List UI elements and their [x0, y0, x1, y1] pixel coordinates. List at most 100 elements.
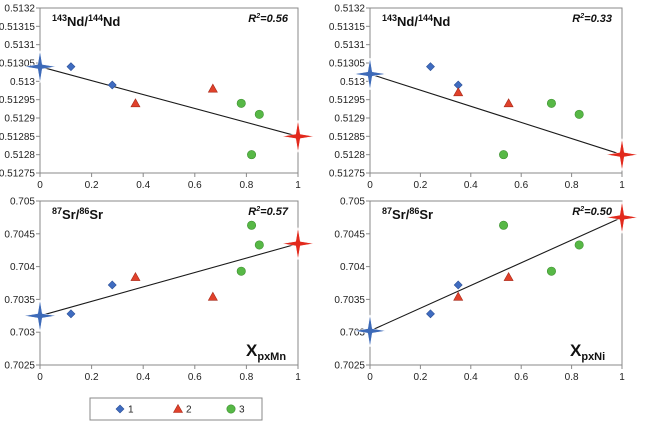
- x-tick-label: 0.6: [188, 372, 202, 383]
- y-tick-label: 0.5131: [334, 40, 365, 51]
- y-tick-label: 0.51315: [329, 22, 366, 33]
- x-tick-label: 1: [619, 180, 625, 191]
- y-tick-label: 0.51305: [0, 59, 35, 70]
- y-tick-label: 0.705: [10, 197, 35, 208]
- point-series-2-triangle: [503, 98, 514, 108]
- y-tick-label: 0.5132: [334, 4, 365, 15]
- y-tick-label: 0.704: [10, 262, 35, 273]
- x-axis-label: XpxNi: [570, 341, 605, 363]
- y-tick-label: 0.7025: [4, 361, 35, 372]
- panel-title: 143Nd/144Nd: [382, 13, 450, 29]
- y-tick-label: 0.703: [10, 328, 35, 339]
- r-squared-label: R2=0.57: [248, 206, 289, 218]
- y-tick-label: 0.5129: [334, 114, 365, 125]
- x-tick-label: 0.2: [413, 180, 427, 191]
- star-blue-endmember: [353, 57, 387, 91]
- point-series-3-circle: [247, 220, 257, 230]
- y-tick-label: 0.51295: [329, 95, 366, 106]
- point-series-2-triangle: [130, 271, 141, 281]
- y-tick-label: 0.513: [340, 77, 365, 88]
- legend-marker-diamond: [115, 404, 125, 414]
- y-tick-label: 0.704: [340, 262, 365, 273]
- plot-area-frame: [369, 200, 623, 366]
- y-tick-label: 0.51285: [329, 132, 366, 143]
- point-series-3-circle: [236, 266, 246, 276]
- legend-marker-circle: [226, 404, 236, 414]
- point-series-1-diamond: [107, 80, 117, 90]
- y-tick-label: 0.5128: [4, 150, 35, 161]
- x-tick-label: 0.8: [239, 372, 253, 383]
- y-tick-label: 0.7035: [4, 295, 35, 306]
- point-series-2-triangle: [453, 87, 464, 97]
- point-series-1-diamond: [107, 280, 117, 290]
- point-series-3-circle: [236, 98, 246, 108]
- x-tick-label: 0.8: [565, 372, 579, 383]
- y-tick-label: 0.7025: [334, 361, 365, 372]
- y-tick-label: 0.7035: [334, 295, 365, 306]
- star-red-endmember: [281, 227, 315, 260]
- point-series-1-diamond: [66, 62, 76, 72]
- y-tick-label: 0.705: [340, 197, 365, 208]
- y-tick-label: 0.5132: [4, 4, 35, 15]
- chart-panel-3: 0.7025 0.703 0.7035 0.704 0.7045 0.705 0 0.2 0.4…: [4, 197, 315, 383]
- x-axis-label: XpxMn: [246, 341, 286, 363]
- y-tick-label: 0.5128: [334, 150, 365, 161]
- chart-panel-1: 0.51275 0.5128 0.51285 0.5129 0.51295 0.513 0.…: [0, 4, 315, 191]
- point-series-1-diamond: [426, 309, 435, 319]
- x-tick-label: 0.2: [85, 372, 99, 383]
- point-series-3-circle: [247, 150, 257, 160]
- star-blue-endmember: [23, 50, 57, 83]
- y-tick-label: 0.51315: [0, 22, 35, 33]
- x-tick-label: 0.4: [136, 180, 150, 191]
- x-tick-label: 1: [295, 372, 301, 383]
- r-squared-label: R2=0.33: [572, 13, 612, 25]
- plot-area-frame: [369, 7, 623, 174]
- trend-line: [39, 66, 299, 137]
- chart-panel-2: 0.51275 0.5128 0.51285 0.5129 0.51295 0.513 0.…: [329, 4, 639, 191]
- x-tick-label: 0.4: [136, 372, 150, 383]
- x-tick-label: 0: [37, 372, 43, 383]
- x-tick-label: 0.2: [413, 372, 427, 383]
- trend-line: [39, 243, 299, 317]
- point-series-2-triangle: [207, 83, 218, 93]
- legend-marker-triangle: [172, 403, 184, 413]
- panel-title: 143Nd/144Nd: [52, 13, 120, 29]
- point-series-2-triangle: [453, 291, 464, 301]
- y-tick-label: 0.7045: [334, 229, 365, 240]
- point-series-2-triangle: [130, 98, 141, 108]
- plot-area-frame: [39, 200, 299, 366]
- point-series-3-circle: [499, 220, 509, 230]
- x-tick-label: 0.8: [565, 180, 579, 191]
- point-series-1-diamond: [453, 280, 463, 290]
- r-squared-label: R2=0.56: [248, 13, 289, 25]
- x-tick-label: 0: [367, 372, 373, 383]
- x-tick-label: 1: [619, 372, 625, 383]
- y-tick-label: 0.51305: [329, 59, 366, 70]
- y-tick-label: 0.51275: [329, 169, 366, 180]
- y-tick-label: 0.51295: [0, 95, 35, 106]
- y-tick-label: 0.513: [10, 77, 35, 88]
- y-tick-label: 0.51275: [0, 169, 35, 180]
- x-tick-label: 0: [37, 180, 43, 191]
- trend-line: [369, 73, 623, 156]
- star-red-endmember: [605, 201, 639, 234]
- point-series-2-triangle: [503, 271, 514, 281]
- y-tick-label: 0.703: [340, 328, 365, 339]
- point-series-3-circle: [254, 240, 264, 250]
- star-blue-endmember: [353, 314, 387, 347]
- star-blue-endmember: [23, 299, 57, 332]
- x-tick-label: 0.2: [85, 180, 99, 191]
- y-tick-label: 0.7045: [4, 229, 35, 240]
- point-series-3-circle: [546, 98, 556, 108]
- legend-label: 2: [186, 405, 192, 416]
- plot-area-frame: [39, 7, 299, 174]
- y-tick-label: 0.5131: [4, 40, 35, 51]
- x-tick-label: 0.8: [239, 180, 253, 191]
- x-tick-label: 0.6: [514, 372, 528, 383]
- x-tick-label: 1: [295, 180, 301, 191]
- x-tick-label: 0.6: [514, 180, 528, 191]
- star-red-endmember: [281, 120, 315, 153]
- y-tick-label: 0.51285: [0, 132, 35, 143]
- point-series-3-circle: [499, 150, 509, 160]
